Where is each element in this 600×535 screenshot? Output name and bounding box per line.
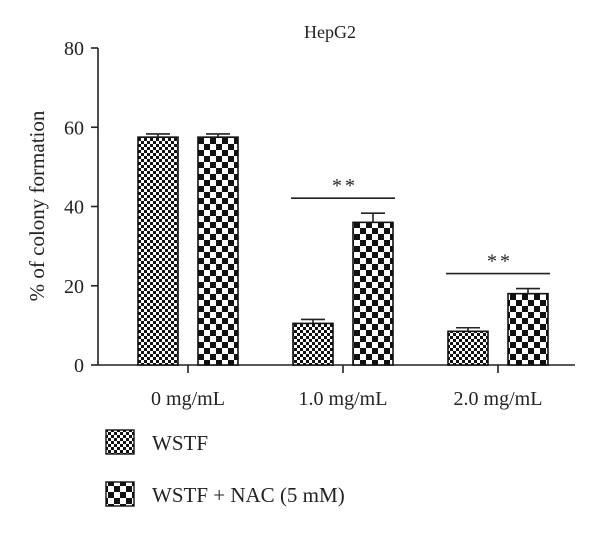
bar-wstf	[137, 136, 179, 366]
significance-marker: **	[487, 251, 513, 273]
bar-wstf	[447, 330, 489, 366]
x-tick-label: 1.0 mg/mL	[299, 388, 388, 410]
y-tick-label: 60	[64, 117, 84, 139]
bar-wstf-nac	[507, 292, 549, 366]
significance-marker: **	[332, 175, 358, 197]
significance-annotations: ** **	[291, 175, 550, 275]
y-tick-label: 0	[74, 355, 84, 377]
error-bars	[146, 133, 540, 332]
legend-swatch-wstf	[105, 429, 135, 455]
chart-title: HepG2	[304, 22, 356, 42]
bar-wstf-nac	[197, 136, 239, 366]
bar-wstf-nac	[352, 221, 394, 366]
legend: WSTF WSTF + NAC (5 mM)	[105, 429, 345, 507]
y-axis-label: % of colony formation	[25, 110, 49, 301]
x-axis: 0 mg/mL 1.0 mg/mL 2.0 mg/mL	[98, 364, 575, 410]
x-tick-label: 2.0 mg/mL	[454, 388, 543, 410]
bars	[137, 136, 549, 366]
legend-swatch-wstf-nac	[105, 481, 135, 507]
y-tick-label: 40	[64, 197, 84, 219]
x-tick-label: 0 mg/mL	[151, 388, 225, 410]
bar-wstf	[292, 322, 334, 366]
y-tick-label: 80	[64, 38, 84, 60]
y-tick-label: 20	[64, 276, 84, 298]
y-axis: 0 20 40 60 80	[64, 38, 99, 377]
legend-label-wstf-nac: WSTF + NAC (5 mM)	[152, 483, 345, 507]
legend-label-wstf: WSTF	[152, 431, 208, 455]
